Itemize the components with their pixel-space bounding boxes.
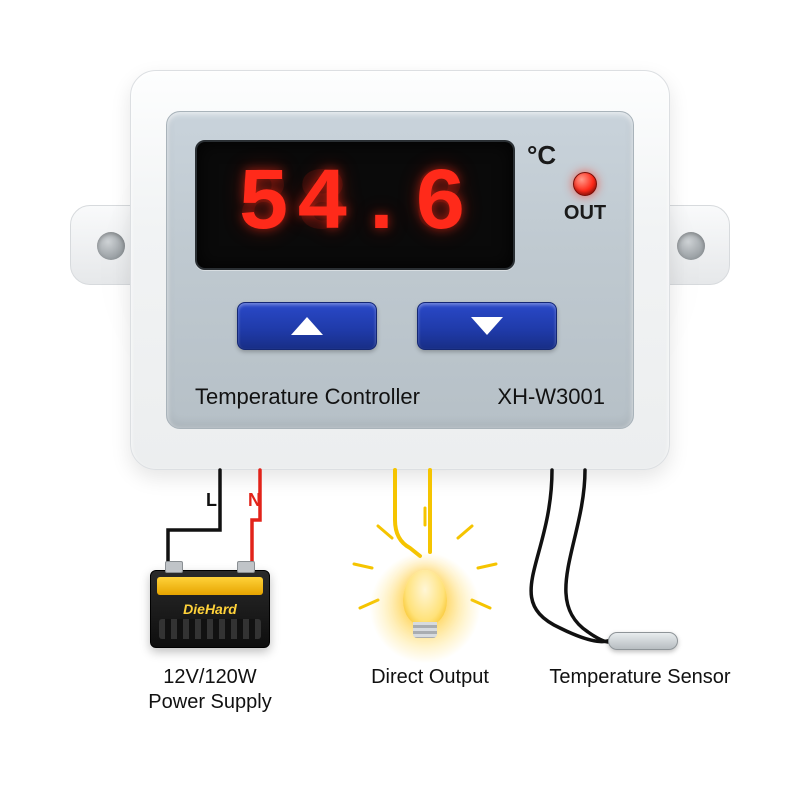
wire-N [252, 470, 260, 562]
sensor-caption: Temperature Sensor [530, 665, 750, 690]
power-caption-line1: 12V/120W [163, 666, 256, 688]
wire-label-N: N [248, 490, 261, 511]
battery-icon: DieHard [150, 570, 270, 648]
power-caption-line2: Power Supply [148, 691, 271, 713]
wire-output-a [395, 470, 420, 556]
wire-L [168, 470, 220, 562]
temperature-probe-icon [608, 632, 678, 650]
wire-label-L: L [206, 490, 217, 511]
battery-terminal-left [165, 561, 183, 573]
battery-terminal-right [237, 561, 255, 573]
diagram-stage: 88.8 54.6 °C OUT Temperature Controller … [0, 0, 800, 800]
lightbulb-icon [365, 548, 485, 668]
wire-sensor-b [566, 470, 610, 642]
power-caption: 12V/120W Power Supply [120, 665, 300, 715]
output-caption: Direct Output [350, 665, 510, 690]
battery-brand: DieHard [151, 601, 269, 617]
